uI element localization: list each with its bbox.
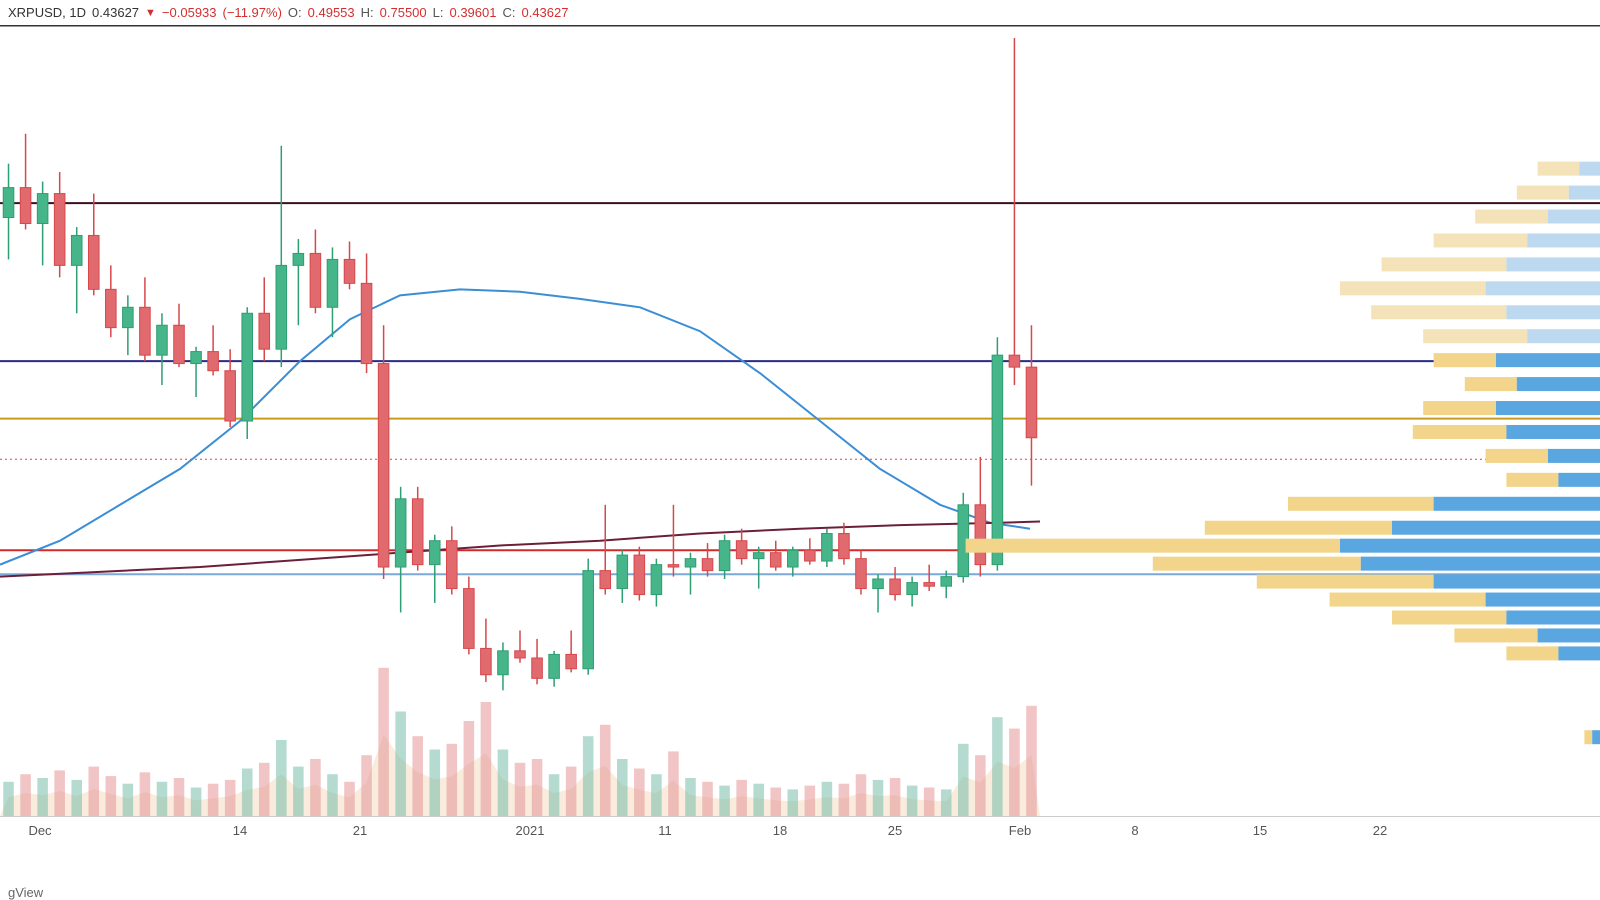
ohlc-o: 0.49553: [308, 5, 355, 20]
chart-svg[interactable]: [0, 26, 1600, 846]
xaxis-tick: 22: [1373, 823, 1387, 838]
ohlc-o-label: O:: [288, 5, 302, 20]
ohlc-c: 0.43627: [521, 5, 568, 20]
price-change: −0.05933: [162, 5, 217, 20]
ohlc-c-label: C:: [502, 5, 515, 20]
chart-area[interactable]: Dec 14 21 2021 11 18 25 Feb 8 15 22: [0, 26, 1600, 846]
xaxis-tick: Feb: [1009, 823, 1031, 838]
ohlc-h-label: H:: [361, 5, 374, 20]
price-change-pct: (−11.97%): [223, 5, 282, 20]
last-price: 0.43627: [92, 5, 139, 20]
xaxis-tick: 15: [1253, 823, 1267, 838]
brand-footer: gView: [8, 885, 43, 900]
xaxis-tick: 18: [773, 823, 787, 838]
chart-header: XRPUSD, 1D 0.43627 ▼ −0.05933 (−11.97%) …: [0, 0, 1600, 26]
xaxis-tick: 11: [658, 823, 672, 838]
xaxis-tick: 2021: [516, 823, 545, 838]
xaxis-tick: 21: [353, 823, 367, 838]
ohlc-l: 0.39601: [449, 5, 496, 20]
ohlc-l-label: L:: [433, 5, 444, 20]
xaxis-tick: 14: [233, 823, 247, 838]
xaxis-tick: 8: [1131, 823, 1138, 838]
xaxis-tick: Dec: [28, 823, 51, 838]
xaxis-tick: 25: [888, 823, 902, 838]
ohlc-h: 0.75500: [380, 5, 427, 20]
x-axis: Dec 14 21 2021 11 18 25 Feb 8 15 22: [0, 816, 1600, 846]
symbol-label[interactable]: XRPUSD, 1D: [8, 5, 86, 20]
down-arrow-icon: ▼: [145, 7, 156, 19]
